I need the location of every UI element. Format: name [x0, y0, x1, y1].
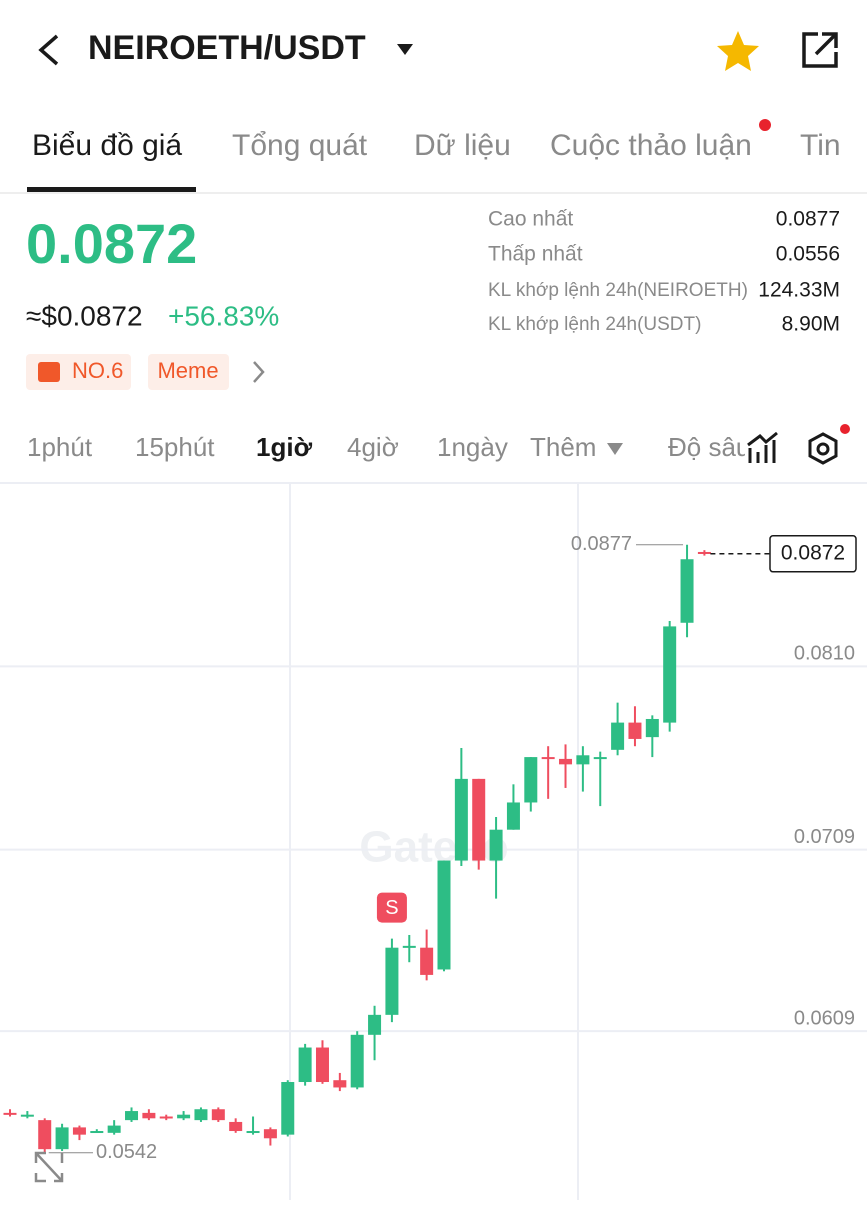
- interval[interactable]: Thêm: [530, 432, 596, 462]
- last-price-box: [769, 535, 857, 573]
- badge-text: Meme: [157, 358, 218, 383]
- candle-body: [645, 718, 659, 738]
- badge-text: NO.6: [72, 358, 123, 383]
- more-icon[interactable]: [607, 443, 623, 455]
- stat-labels: Cao nhất Thấp nhất KL khớp lệnh 24h(NEIR…: [488, 208, 748, 335]
- notification-dot: [759, 119, 771, 131]
- candle-body: [246, 1131, 260, 1134]
- candle-body: [454, 778, 468, 861]
- back-icon[interactable]: [38, 34, 59, 66]
- interval[interactable]: 1ngày: [437, 432, 508, 462]
- pair-title[interactable]: NEIROETH/USDT: [88, 29, 366, 67]
- candle-body: [211, 1109, 225, 1121]
- favorite-icon[interactable]: [717, 31, 759, 71]
- interval[interactable]: Độ sâu: [668, 432, 750, 462]
- usd-price: ≈$0.0872: [26, 300, 143, 331]
- candle-body: [315, 1047, 329, 1083]
- tab[interactable]: Dữ liệu: [414, 129, 511, 162]
- y-tick-label: 0.0709: [794, 826, 855, 848]
- candle-body: [38, 1120, 52, 1150]
- stat-label: KL khớp lệnh 24h(NEIROETH): [488, 280, 748, 301]
- candle-body: [559, 758, 573, 765]
- candle-body: [489, 829, 503, 861]
- price-change: +56.83%: [168, 300, 279, 331]
- candle-body: [125, 1111, 139, 1121]
- interval[interactable]: 4giờ: [347, 432, 399, 462]
- candle-body: [350, 1034, 364, 1088]
- candle-body: [576, 755, 590, 765]
- rank-icon: [38, 362, 60, 382]
- signal-label: S: [385, 897, 398, 919]
- tag-badge[interactable]: [148, 354, 229, 390]
- stat-label: Thấp nhất: [488, 243, 583, 266]
- candle-body: [281, 1082, 295, 1135]
- stat-value: 8.90M: [782, 313, 840, 336]
- candle-body: [72, 1127, 86, 1135]
- candle-body: [90, 1131, 104, 1134]
- stat-label: KL khớp lệnh 24h(USDT): [488, 314, 701, 335]
- fullscreen-icon[interactable]: [34, 1151, 64, 1183]
- y-tick-label: 0.0609: [794, 1007, 855, 1029]
- settings-icon-center: [816, 442, 830, 456]
- interval[interactable]: 1phút: [27, 432, 93, 462]
- candle-body: [420, 947, 434, 975]
- candle-body: [194, 1109, 208, 1121]
- candle-body: [541, 757, 555, 760]
- candle-body: [593, 757, 607, 760]
- stat-label: Cao nhất: [488, 208, 573, 231]
- y-tick-label: 0.0810: [794, 643, 855, 665]
- tab[interactable]: Cuộc thảo luận: [550, 129, 752, 162]
- candle-body: [524, 757, 538, 803]
- dropdown-icon[interactable]: [397, 44, 413, 55]
- min-label: 0.0542: [96, 1141, 157, 1163]
- candle-body: [402, 945, 416, 948]
- interval[interactable]: 15phút: [135, 432, 215, 462]
- tab[interactable]: Tổng quát: [232, 129, 368, 162]
- tab-underline: [27, 187, 196, 192]
- last-price-label: 0.0872: [781, 541, 845, 564]
- candle-body: [697, 551, 711, 554]
- candle-body: [628, 722, 642, 739]
- candle-body: [263, 1129, 277, 1139]
- candle-body: [229, 1121, 243, 1132]
- candle-body: [472, 778, 486, 861]
- stat-value: 0.0877: [776, 208, 840, 231]
- last-price: 0.0872: [26, 212, 197, 275]
- candle-body: [3, 1112, 17, 1115]
- candle-body: [506, 802, 520, 830]
- candle-body: [385, 947, 399, 1015]
- candlestick-chart: 0.0810 0.0709 0.0609 0.0877 0.0542 0.0872 S: [0, 533, 867, 1163]
- indicator-icon[interactable]: [747, 431, 778, 463]
- watermark: Gate.io: [359, 823, 508, 872]
- candle-body: [680, 559, 694, 623]
- candle-body: [55, 1127, 69, 1150]
- stat-value: 0.0556: [776, 243, 840, 266]
- interval[interactable]: 1giờ: [256, 432, 313, 462]
- candle-body: [20, 1114, 34, 1117]
- stat-values: 0.0877 0.0556 124.33M 8.90M: [758, 208, 840, 336]
- candle-body: [159, 1116, 173, 1119]
- candle-body: [663, 626, 677, 723]
- candle-body: [368, 1014, 382, 1035]
- interval-bar: 1phút 15phút 1giờ 4giờ 1ngày Thêm Độ sâu: [27, 432, 750, 462]
- candle-body: [107, 1125, 121, 1133]
- notification-dot: [840, 424, 850, 434]
- signal-marker: [376, 892, 407, 923]
- stat-value: 124.33M: [758, 279, 840, 302]
- tab[interactable]: Tin: [800, 129, 841, 162]
- settings-icon[interactable]: [808, 432, 838, 465]
- candle-body: [177, 1114, 191, 1119]
- candle-body: [333, 1080, 347, 1088]
- share-icon[interactable]: [802, 32, 838, 68]
- tab[interactable]: Biểu đồ giá: [32, 129, 182, 162]
- candle-body: [298, 1047, 312, 1083]
- max-label: 0.0877: [571, 533, 632, 555]
- candle-body: [611, 722, 625, 750]
- candle-body: [437, 860, 451, 970]
- chevron-icon[interactable]: [253, 361, 265, 383]
- candle-body: [142, 1112, 156, 1119]
